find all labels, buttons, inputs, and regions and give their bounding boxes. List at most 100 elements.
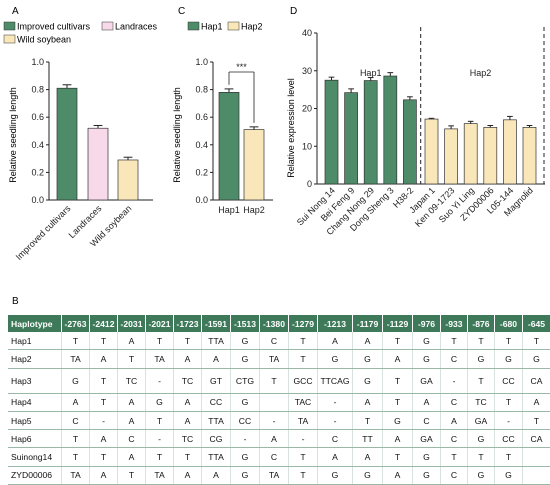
y-tick-label: 0.0 xyxy=(195,195,208,205)
table-cell: T xyxy=(289,466,318,484)
panel-letter-b: B xyxy=(12,296,19,307)
table-cell: - xyxy=(231,430,260,448)
y-tick-label: 0.4 xyxy=(31,140,44,150)
table-cell: TTCAG xyxy=(318,368,353,393)
table-cell: - xyxy=(495,411,523,429)
table-cell: G xyxy=(413,466,441,484)
y-axis-label: Relative expression level xyxy=(286,78,296,178)
table-cell: T xyxy=(62,448,90,466)
table-cell: T xyxy=(441,332,468,350)
row-haplotype-name: Hap6 xyxy=(8,430,62,448)
table-cell: G xyxy=(468,466,495,484)
x-tick-label: Hap2 xyxy=(243,205,265,215)
table-cell xyxy=(523,448,550,466)
y-tick-label: 20 xyxy=(302,104,312,114)
table-cell: A xyxy=(383,466,413,484)
table-cell: C xyxy=(413,411,441,429)
table-cell: A xyxy=(174,411,202,429)
bar xyxy=(425,119,438,184)
table-cell: CG xyxy=(202,430,231,448)
group-label-hap1: Hap1 xyxy=(360,68,382,78)
table-cell: C xyxy=(318,430,353,448)
y-tick-label: 0.4 xyxy=(195,140,208,150)
x-tick-label: Improved cultivars xyxy=(14,203,73,262)
table-cell: C xyxy=(62,411,90,429)
panel-a-chart: Improved cultivars Landraces Wild soybea… xyxy=(4,22,158,263)
legend-label-wild: Wild soybean xyxy=(17,35,71,45)
table-cell: G xyxy=(231,466,260,484)
table-cell: G xyxy=(413,332,441,350)
table-header-cell: -933 xyxy=(441,315,468,332)
table-cell: TA xyxy=(260,466,289,484)
table-cell: G xyxy=(231,350,260,368)
row-haplotype-name: Hap1 xyxy=(8,332,62,350)
legend-swatch-wild xyxy=(4,35,15,43)
table-cell: T xyxy=(118,350,146,368)
table-cell: T xyxy=(174,332,202,350)
table-header-cell: -1279 xyxy=(289,315,318,332)
table-cell: A xyxy=(383,430,413,448)
table-cell: A xyxy=(62,393,90,411)
table-cell: G xyxy=(353,350,383,368)
table-cell: A xyxy=(174,393,202,411)
table-cell: T xyxy=(441,448,468,466)
table-cell: TA xyxy=(146,466,174,484)
table-cell: TAC xyxy=(289,393,318,411)
table-header-cell: -2021 xyxy=(146,315,174,332)
table-cell: T xyxy=(118,466,146,484)
table-cell: C xyxy=(441,466,468,484)
y-tick-label: 0.2 xyxy=(195,167,208,177)
table-cell: TA xyxy=(62,466,90,484)
y-tick-label: 40 xyxy=(302,28,312,38)
table-header-cell: -1213 xyxy=(318,315,353,332)
bar xyxy=(464,124,477,184)
table-cell: T xyxy=(468,368,495,393)
haplotype-table: Haplotype-2763-2412-2031-2021-1723-1591-… xyxy=(8,315,550,485)
panel-letter-a: A xyxy=(12,6,19,17)
table-cell xyxy=(523,466,550,484)
y-tick-label: 0.2 xyxy=(31,167,44,177)
row-haplotype-name: Hap2 xyxy=(8,350,62,368)
table-cell: TC xyxy=(468,393,495,411)
table-cell: G xyxy=(413,448,441,466)
table-header-cell: -876 xyxy=(468,315,495,332)
table-header-cell: -1591 xyxy=(202,315,231,332)
table-cell: A xyxy=(523,393,550,411)
panel-letter-c: C xyxy=(178,6,185,17)
table-cell: T xyxy=(90,368,118,393)
table-header-haplotype: Haplotype xyxy=(8,315,62,332)
table-cell: A xyxy=(260,430,289,448)
table-cell: T xyxy=(90,332,118,350)
y-axis-label: Relative seedling length xyxy=(8,87,18,183)
y-tick-label: 30 xyxy=(302,66,312,76)
legend-swatch-improved xyxy=(4,22,15,30)
table-cell: GA xyxy=(413,430,441,448)
table-cell: A xyxy=(202,466,231,484)
table-cell: CA xyxy=(523,368,550,393)
table-cell: A xyxy=(318,448,353,466)
table-cell: GA xyxy=(468,411,495,429)
y-tick-label: 0.8 xyxy=(31,85,44,95)
table-cell: - xyxy=(318,393,353,411)
table-cell: T xyxy=(468,448,495,466)
table-cell: - xyxy=(318,411,353,429)
panel-letter-d: D xyxy=(290,6,297,17)
table-cell: T xyxy=(383,393,413,411)
table-cell: G xyxy=(468,430,495,448)
table-cell: A xyxy=(353,393,383,411)
table-cell: - xyxy=(146,430,174,448)
table-cell: CTG xyxy=(231,368,260,393)
legend-label-hap1: Hap1 xyxy=(201,22,223,32)
table-cell: - xyxy=(260,411,289,429)
table-row: Hap1TTATTTTAGCTAATGTTTT146 xyxy=(8,332,550,350)
table-cell: A xyxy=(318,332,353,350)
table-cell: G xyxy=(495,466,523,484)
table-cell: G xyxy=(495,350,523,368)
y-tick-label: 0.6 xyxy=(31,112,44,122)
table-cell: G xyxy=(231,332,260,350)
table-cell: TA xyxy=(62,350,90,368)
table-cell: C xyxy=(260,332,289,350)
table-header-cell: -2412 xyxy=(90,315,118,332)
